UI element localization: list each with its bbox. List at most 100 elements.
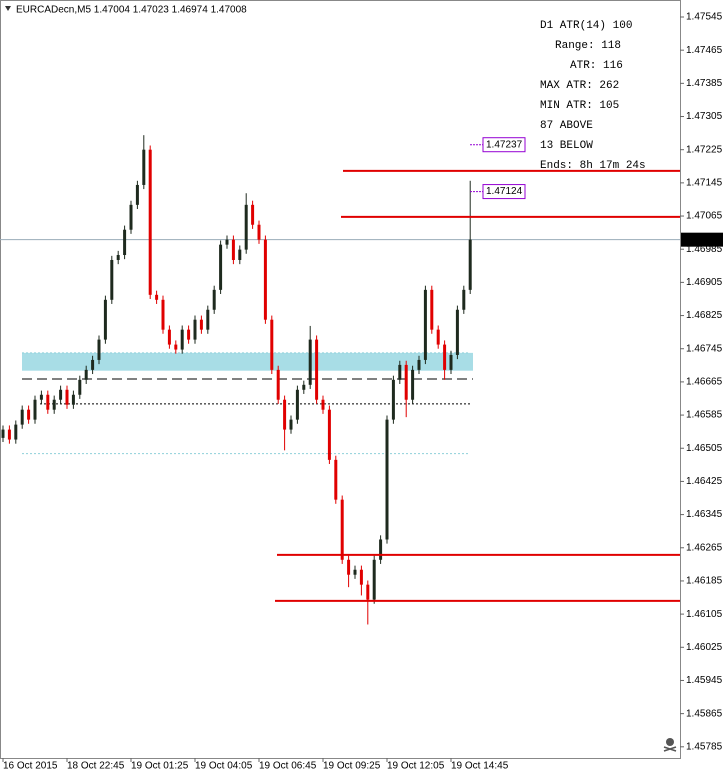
candle-body <box>14 424 18 440</box>
y-tick-label: 1.47545 <box>686 12 723 23</box>
x-tick-label: 19 Oct 12:05 <box>387 761 445 772</box>
candle-body <box>65 389 69 405</box>
candle-body <box>187 329 191 340</box>
indicator-text: D1 ATR(14) 100 <box>540 20 632 32</box>
price-label: 1.47237 <box>486 139 523 150</box>
y-tick-label: 1.46985 <box>686 244 723 255</box>
candle-body <box>417 359 421 370</box>
indicator-text: Ends: 8h 17m 24s <box>540 160 646 172</box>
candle-body <box>174 344 178 350</box>
candle-body <box>103 299 107 340</box>
candle-body <box>7 429 11 440</box>
y-tick-label: 1.47065 <box>686 211 723 222</box>
price-label: 1.47124 <box>486 186 523 197</box>
candle-body <box>84 369 88 380</box>
candle-body <box>91 359 95 370</box>
candle-body <box>308 339 312 385</box>
candle-body <box>398 364 402 380</box>
candle-body <box>366 584 370 600</box>
candle-body <box>391 379 395 420</box>
candle-body <box>411 369 415 400</box>
candle-body <box>27 409 31 420</box>
candle-body <box>327 409 331 460</box>
candle-body <box>315 339 319 400</box>
header-icon <box>5 6 11 11</box>
candle-body <box>372 559 376 600</box>
y-tick-label: 1.46825 <box>686 310 723 321</box>
current-price-box <box>681 232 723 247</box>
y-tick-label: 1.46665 <box>686 377 723 388</box>
candle-body <box>148 149 152 295</box>
candle-body <box>161 299 165 330</box>
candle-body <box>289 419 293 430</box>
candle-body <box>359 569 363 585</box>
zone <box>22 352 473 371</box>
candle-body <box>270 319 274 370</box>
candle-body <box>142 149 146 185</box>
candle-body <box>443 344 447 370</box>
header: EURCADecn,M5 1.47004 1.47023 1.46974 1.4… <box>5 5 247 16</box>
x-tick-label: 19 Oct 09:25 <box>323 761 381 772</box>
candle-body <box>39 394 43 400</box>
price-label-box <box>482 137 526 153</box>
candle-body <box>78 379 82 395</box>
candle-body <box>404 364 408 400</box>
y-tick-label: 1.47225 <box>686 144 723 155</box>
candle-body <box>52 399 56 410</box>
y-tick-label: 1.46905 <box>686 277 723 288</box>
x-tick-label: 18 Oct 22:45 <box>67 761 125 772</box>
candle-body <box>340 499 344 560</box>
indicator-text: 13 BELOW <box>540 140 593 152</box>
y-tick-label: 1.45785 <box>686 741 723 752</box>
candle-body <box>436 329 440 345</box>
y-tick-label: 1.46745 <box>686 343 723 354</box>
candle-body <box>123 229 127 256</box>
price-label-box <box>482 184 526 200</box>
candle-body <box>302 384 306 390</box>
candle-body <box>231 239 235 260</box>
x-tick-label: 19 Oct 14:45 <box>451 761 509 772</box>
y-tick-label: 1.46345 <box>686 509 723 520</box>
candle-body <box>449 354 453 370</box>
candle-body <box>251 204 255 225</box>
x-tick-label: 19 Oct 06:45 <box>259 761 317 772</box>
y-tick-label: 1.46425 <box>686 476 723 487</box>
candle-body <box>276 369 280 400</box>
candle-body <box>455 309 459 355</box>
indicator-text: Range: 118 <box>555 40 621 52</box>
y-tick-label: 1.45945 <box>686 675 723 686</box>
candle-body <box>116 255 120 260</box>
candle-body <box>462 289 466 310</box>
chart-title: EURCADecn,M5 1.47004 1.47023 1.46974 1.4… <box>16 5 247 16</box>
candle-body <box>97 339 101 360</box>
candle-body <box>71 394 75 405</box>
candle-body <box>110 259 114 300</box>
y-tick-label: 1.46265 <box>686 542 723 553</box>
candle-body <box>20 409 24 425</box>
current-price-label: 1.47008 <box>684 234 721 245</box>
indicator-text: MIN ATR: 105 <box>540 100 619 112</box>
candle-body <box>468 239 472 290</box>
candle-body <box>33 399 37 420</box>
candle-body <box>334 459 338 500</box>
candle-body <box>385 419 389 540</box>
candle-body <box>238 249 242 260</box>
candle-body <box>321 399 325 410</box>
candle-body <box>1 429 5 438</box>
candle-body <box>423 289 427 360</box>
indicator-text: 87 ABOVE <box>540 120 593 132</box>
candle-body <box>46 394 50 410</box>
candle-body <box>379 539 383 560</box>
candle-body <box>295 389 299 420</box>
y-tick-label: 1.46585 <box>686 410 723 421</box>
skull-icon <box>663 738 677 752</box>
candle-body <box>263 239 267 320</box>
y-tick-label: 1.45865 <box>686 708 723 719</box>
indicator-text: ATR: 116 <box>570 60 623 72</box>
candle-body <box>283 399 287 430</box>
candle-body <box>206 309 210 330</box>
x-tick-label: 19 Oct 01:25 <box>131 761 189 772</box>
indicator-text: MAX ATR: 262 <box>540 80 619 92</box>
candle-body <box>430 289 434 330</box>
